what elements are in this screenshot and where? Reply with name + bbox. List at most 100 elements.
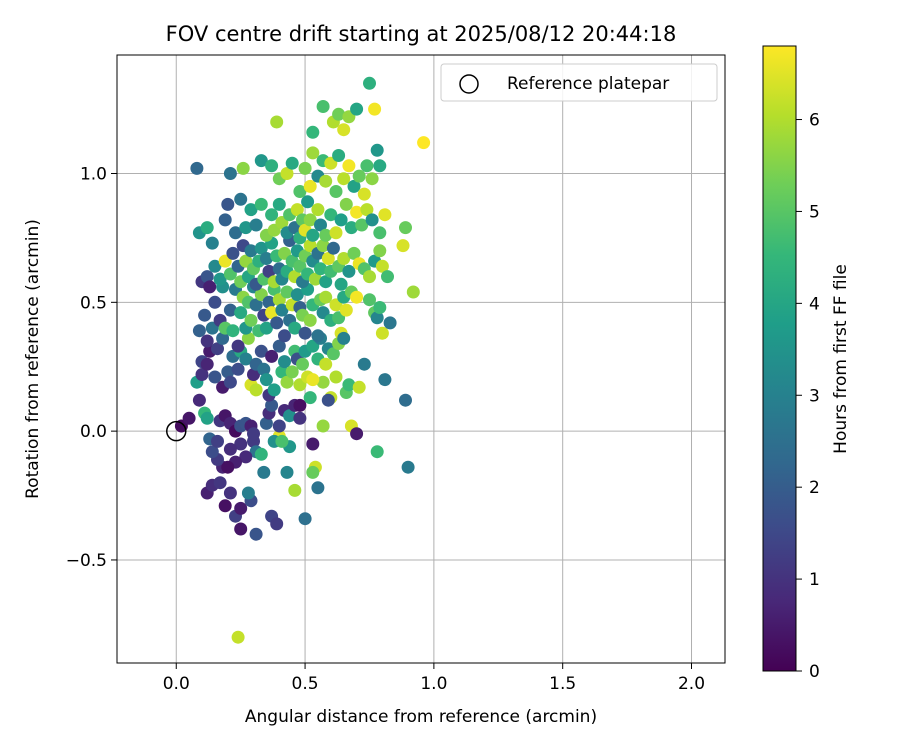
data-point [298,326,312,340]
x-tick-label: 2.0 [678,674,705,694]
data-point [370,143,384,157]
data-point [205,445,219,459]
colorbar-tick-label: 4 [809,294,820,314]
data-point [417,136,431,150]
data-point [239,352,253,366]
data-point [293,398,307,412]
y-tick-label: 1.0 [80,165,107,185]
data-point [200,334,214,348]
data-point [342,159,356,173]
data-point [203,280,217,294]
data-point [223,303,237,317]
data-point [352,380,366,394]
data-point [373,301,387,314]
data-point [226,324,240,338]
data-point [357,187,371,201]
data-point [208,370,222,384]
data-point [332,149,346,162]
data-point [334,277,348,291]
data-point [339,197,353,211]
data-point [314,218,327,232]
data-point [190,161,204,175]
data-point [365,172,379,186]
data-point [368,102,382,116]
data-point [326,241,340,255]
data-point [218,499,232,513]
data-point [265,306,279,320]
data-point [272,339,286,353]
data-point [265,398,279,412]
data-point [290,288,304,302]
data-point [270,115,284,129]
x-tick-label: 1.0 [420,674,447,694]
data-point [363,293,376,307]
y-axis-ticks: −0.5 0.0 0.5 1.0 [66,165,117,571]
colorbar-ticks: 0 1 2 3 4 5 6 [796,111,820,682]
data-point [293,185,307,198]
data-point [244,313,258,327]
data-point [259,373,273,387]
data-point [254,197,268,211]
data-point [229,226,242,240]
data-point [231,339,245,353]
data-point [373,159,387,173]
data-point [208,295,222,309]
data-point [270,517,284,531]
data-point [278,329,291,343]
data-point [381,270,394,284]
data-point [241,486,255,500]
data-point [396,239,410,253]
data-point [221,365,235,379]
data-point [316,419,330,433]
plot-frame [116,54,726,664]
data-point [213,272,227,286]
data-point [326,347,340,361]
data-point [234,522,248,536]
data-point [280,375,294,389]
data-point [350,205,364,219]
data-point [262,264,276,278]
colorbar-tick-label: 0 [809,662,820,682]
data-point [373,226,387,240]
data-point [257,465,271,479]
data-point [378,373,392,387]
data-point [249,527,263,541]
data-point [306,125,320,139]
data-point [275,365,289,379]
data-point [399,221,412,235]
data-point [316,100,330,113]
data-point [370,445,384,459]
data-point [200,221,214,235]
data-point [306,465,320,479]
data-point [223,486,237,500]
data-point [337,252,351,265]
data-point [342,264,356,278]
legend-entry-reference: Reference platepar [507,74,669,94]
plot-area [117,55,725,663]
data-point [306,373,320,387]
data-point [234,192,248,206]
data-point [213,476,227,490]
reference-marker-layer [166,420,187,442]
colorbar-gradient [763,46,796,671]
reference-platepar-marker [166,420,187,442]
data-point [223,375,237,389]
y-tick-label: 0.0 [80,422,107,442]
colorbar: 0 1 2 3 4 5 6 Hours from first FF file [762,45,851,682]
data-point [342,378,356,392]
data-point [357,357,371,371]
data-point [375,326,389,340]
data-point [311,329,325,343]
data-point [208,259,222,273]
data-point [231,630,245,644]
data-point [231,362,245,376]
colorbar-label: Hours from first FF file [831,264,851,454]
chart-title: FOV centre drift starting at 2025/08/12 … [166,22,677,46]
data-point [249,298,263,312]
data-point [337,331,351,345]
data-point [278,355,291,369]
data-point [290,203,304,217]
data-point [375,259,389,273]
data-point [303,391,317,405]
data-point [298,161,312,175]
